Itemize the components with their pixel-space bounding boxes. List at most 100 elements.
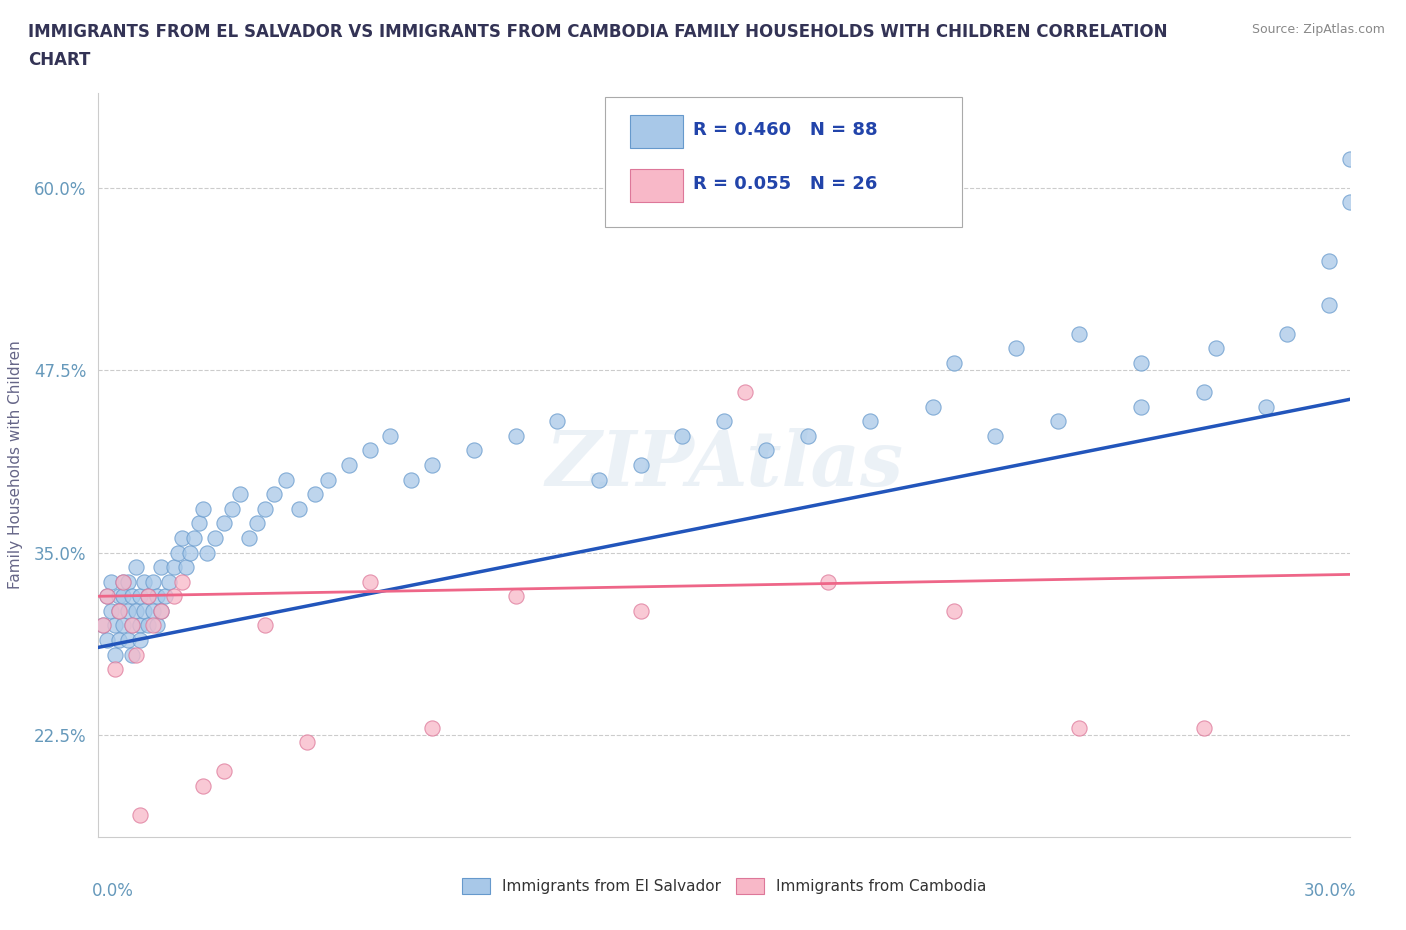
Text: IMMIGRANTS FROM EL SALVADOR VS IMMIGRANTS FROM CAMBODIA FAMILY HOUSEHOLDS WITH C: IMMIGRANTS FROM EL SALVADOR VS IMMIGRANT… <box>28 23 1167 41</box>
Point <box>179 545 201 560</box>
Point <box>1130 355 1153 370</box>
Point <box>984 429 1007 444</box>
Point <box>183 530 205 545</box>
Point <box>734 385 756 400</box>
Point <box>142 574 165 589</box>
Point <box>104 618 127 633</box>
Point <box>142 618 165 633</box>
Legend: Immigrants from El Salvador, Immigrants from Cambodia: Immigrants from El Salvador, Immigrants … <box>456 871 993 900</box>
Point <box>100 574 122 589</box>
Point <box>129 807 152 822</box>
Point <box>108 604 131 618</box>
Point <box>96 589 118 604</box>
Point <box>420 458 443 472</box>
Point <box>104 662 127 677</box>
Y-axis label: Family Households with Children: Family Households with Children <box>8 340 22 590</box>
Point <box>191 778 214 793</box>
Point <box>316 472 339 487</box>
Point <box>187 516 209 531</box>
Point <box>817 574 839 589</box>
Point <box>117 632 139 647</box>
Point <box>942 604 965 618</box>
Point <box>174 560 197 575</box>
Point <box>1192 720 1215 735</box>
Point <box>125 560 148 575</box>
Point <box>150 560 173 575</box>
Text: 30.0%: 30.0% <box>1303 882 1355 899</box>
Point <box>121 618 143 633</box>
Point <box>1046 414 1069 429</box>
Point <box>588 472 610 487</box>
Point <box>238 530 260 545</box>
Point <box>1067 326 1090 341</box>
Point <box>212 516 235 531</box>
Point <box>505 589 527 604</box>
Point <box>304 486 326 501</box>
Point <box>112 574 135 589</box>
Text: R = 0.460   N = 88: R = 0.460 N = 88 <box>693 121 877 140</box>
Point <box>129 618 152 633</box>
Point <box>221 501 243 516</box>
FancyBboxPatch shape <box>630 169 683 202</box>
Point <box>96 589 118 604</box>
Point <box>630 604 652 618</box>
Point <box>150 604 173 618</box>
Point <box>1339 152 1361 166</box>
Point <box>359 574 381 589</box>
Point <box>153 589 176 604</box>
Text: 0.0%: 0.0% <box>93 882 134 899</box>
Point <box>630 458 652 472</box>
Point <box>91 618 114 633</box>
Point <box>129 589 152 604</box>
FancyBboxPatch shape <box>630 115 683 148</box>
Point <box>146 618 169 633</box>
Point <box>100 604 122 618</box>
Point <box>108 589 131 604</box>
Point <box>713 414 735 429</box>
Point <box>162 589 184 604</box>
Point <box>212 764 235 778</box>
Point <box>108 632 131 647</box>
FancyBboxPatch shape <box>605 97 962 227</box>
Point <box>337 458 360 472</box>
Point <box>921 399 943 414</box>
Point <box>129 632 152 647</box>
Point <box>1205 341 1227 356</box>
Point <box>125 647 148 662</box>
Point <box>138 618 160 633</box>
Point <box>125 604 148 618</box>
Point <box>170 574 193 589</box>
Point <box>170 530 193 545</box>
Text: ZIPAtlas: ZIPAtlas <box>546 428 903 502</box>
Point <box>134 574 156 589</box>
Point <box>463 443 485 458</box>
Point <box>142 604 165 618</box>
Point <box>166 545 188 560</box>
Point <box>96 632 118 647</box>
Point <box>191 501 214 516</box>
Point <box>112 618 135 633</box>
Point <box>138 589 160 604</box>
Point <box>755 443 778 458</box>
Point <box>1192 385 1215 400</box>
Point <box>138 589 160 604</box>
Point <box>359 443 381 458</box>
Point <box>162 560 184 575</box>
Point <box>112 589 135 604</box>
Point <box>121 647 143 662</box>
Point <box>1067 720 1090 735</box>
Point <box>942 355 965 370</box>
Point <box>117 604 139 618</box>
Point <box>505 429 527 444</box>
Point <box>254 618 277 633</box>
Point <box>796 429 818 444</box>
Point <box>1277 326 1299 341</box>
Point <box>263 486 285 501</box>
Point <box>117 574 139 589</box>
Point <box>671 429 693 444</box>
Point <box>1339 195 1361 210</box>
Point <box>287 501 309 516</box>
Point <box>295 735 318 750</box>
Point <box>108 604 131 618</box>
Point <box>859 414 882 429</box>
